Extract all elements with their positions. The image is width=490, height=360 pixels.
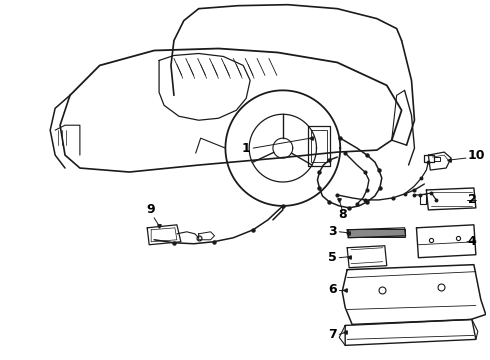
Text: 2: 2 bbox=[468, 193, 477, 206]
Text: 6: 6 bbox=[328, 283, 337, 296]
Bar bbox=[348, 229, 405, 237]
Text: 3: 3 bbox=[328, 225, 337, 238]
Text: 10: 10 bbox=[468, 149, 486, 162]
Text: 5: 5 bbox=[328, 251, 337, 264]
Text: 8: 8 bbox=[338, 208, 346, 221]
Text: 9: 9 bbox=[147, 203, 155, 216]
Text: 4: 4 bbox=[468, 235, 477, 248]
Text: 7: 7 bbox=[328, 328, 337, 341]
Text: 1: 1 bbox=[242, 141, 250, 155]
